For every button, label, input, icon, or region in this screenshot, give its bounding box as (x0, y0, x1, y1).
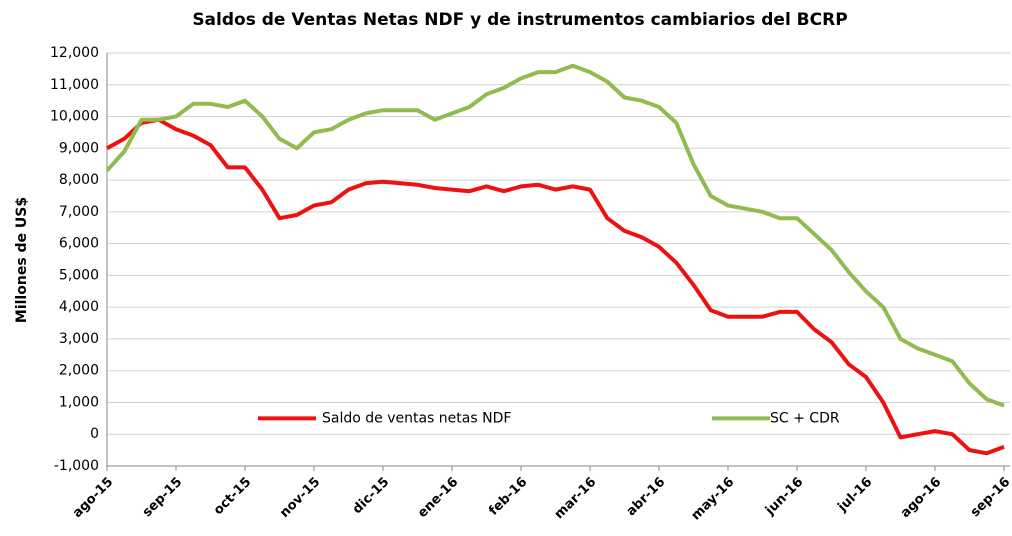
x-tick-label: nov-15 (277, 475, 323, 521)
x-tick-label: sep-16 (968, 475, 1012, 521)
legend-label: Saldo de ventas netas NDF (322, 410, 511, 426)
x-tick-label: ago-15 (70, 475, 116, 521)
x-tick-label: may-16 (689, 475, 738, 524)
y-tick-label: 7,000 (59, 204, 99, 220)
legend-label: SC + CDR (770, 410, 840, 426)
y-tick-label: 10,000 (50, 109, 99, 125)
y-tick-label: 2,000 (59, 363, 99, 379)
y-tick-label: 6,000 (59, 236, 99, 252)
x-tick-label: mar-16 (552, 475, 600, 523)
x-tick-label: feb-16 (486, 475, 530, 519)
y-tick-label: 12,000 (50, 45, 99, 61)
series-line (106, 117, 1005, 456)
chart-title: Saldos de Ventas Netas NDF y de instrume… (192, 10, 847, 30)
y-tick-label: 4,000 (59, 299, 99, 315)
x-tick-label: ago-16 (898, 475, 944, 521)
y-tick-label: 3,000 (59, 331, 99, 347)
y-tick-label: 11,000 (50, 77, 99, 93)
x-tick-label: sep-15 (140, 475, 186, 521)
y-axis-label: Millones de US$ (14, 197, 30, 323)
y-tick-label: 1,000 (59, 394, 99, 410)
y-tick-label: 8,000 (59, 172, 99, 188)
y-tick-label: -1,000 (54, 458, 99, 474)
x-tick-label: abr-16 (624, 475, 669, 520)
y-tick-label: 0 (90, 426, 99, 442)
x-tick-label: dic-15 (350, 475, 392, 517)
x-tick-label: oct-15 (211, 475, 254, 518)
y-tick-label: 5,000 (59, 267, 99, 283)
x-tick-label: ene-16 (415, 475, 461, 521)
x-tick-label: jun-16 (762, 475, 806, 519)
y-tick-label: 9,000 (59, 140, 99, 156)
series-line (105, 63, 1005, 408)
x-tick-label: jul-16 (835, 475, 876, 516)
